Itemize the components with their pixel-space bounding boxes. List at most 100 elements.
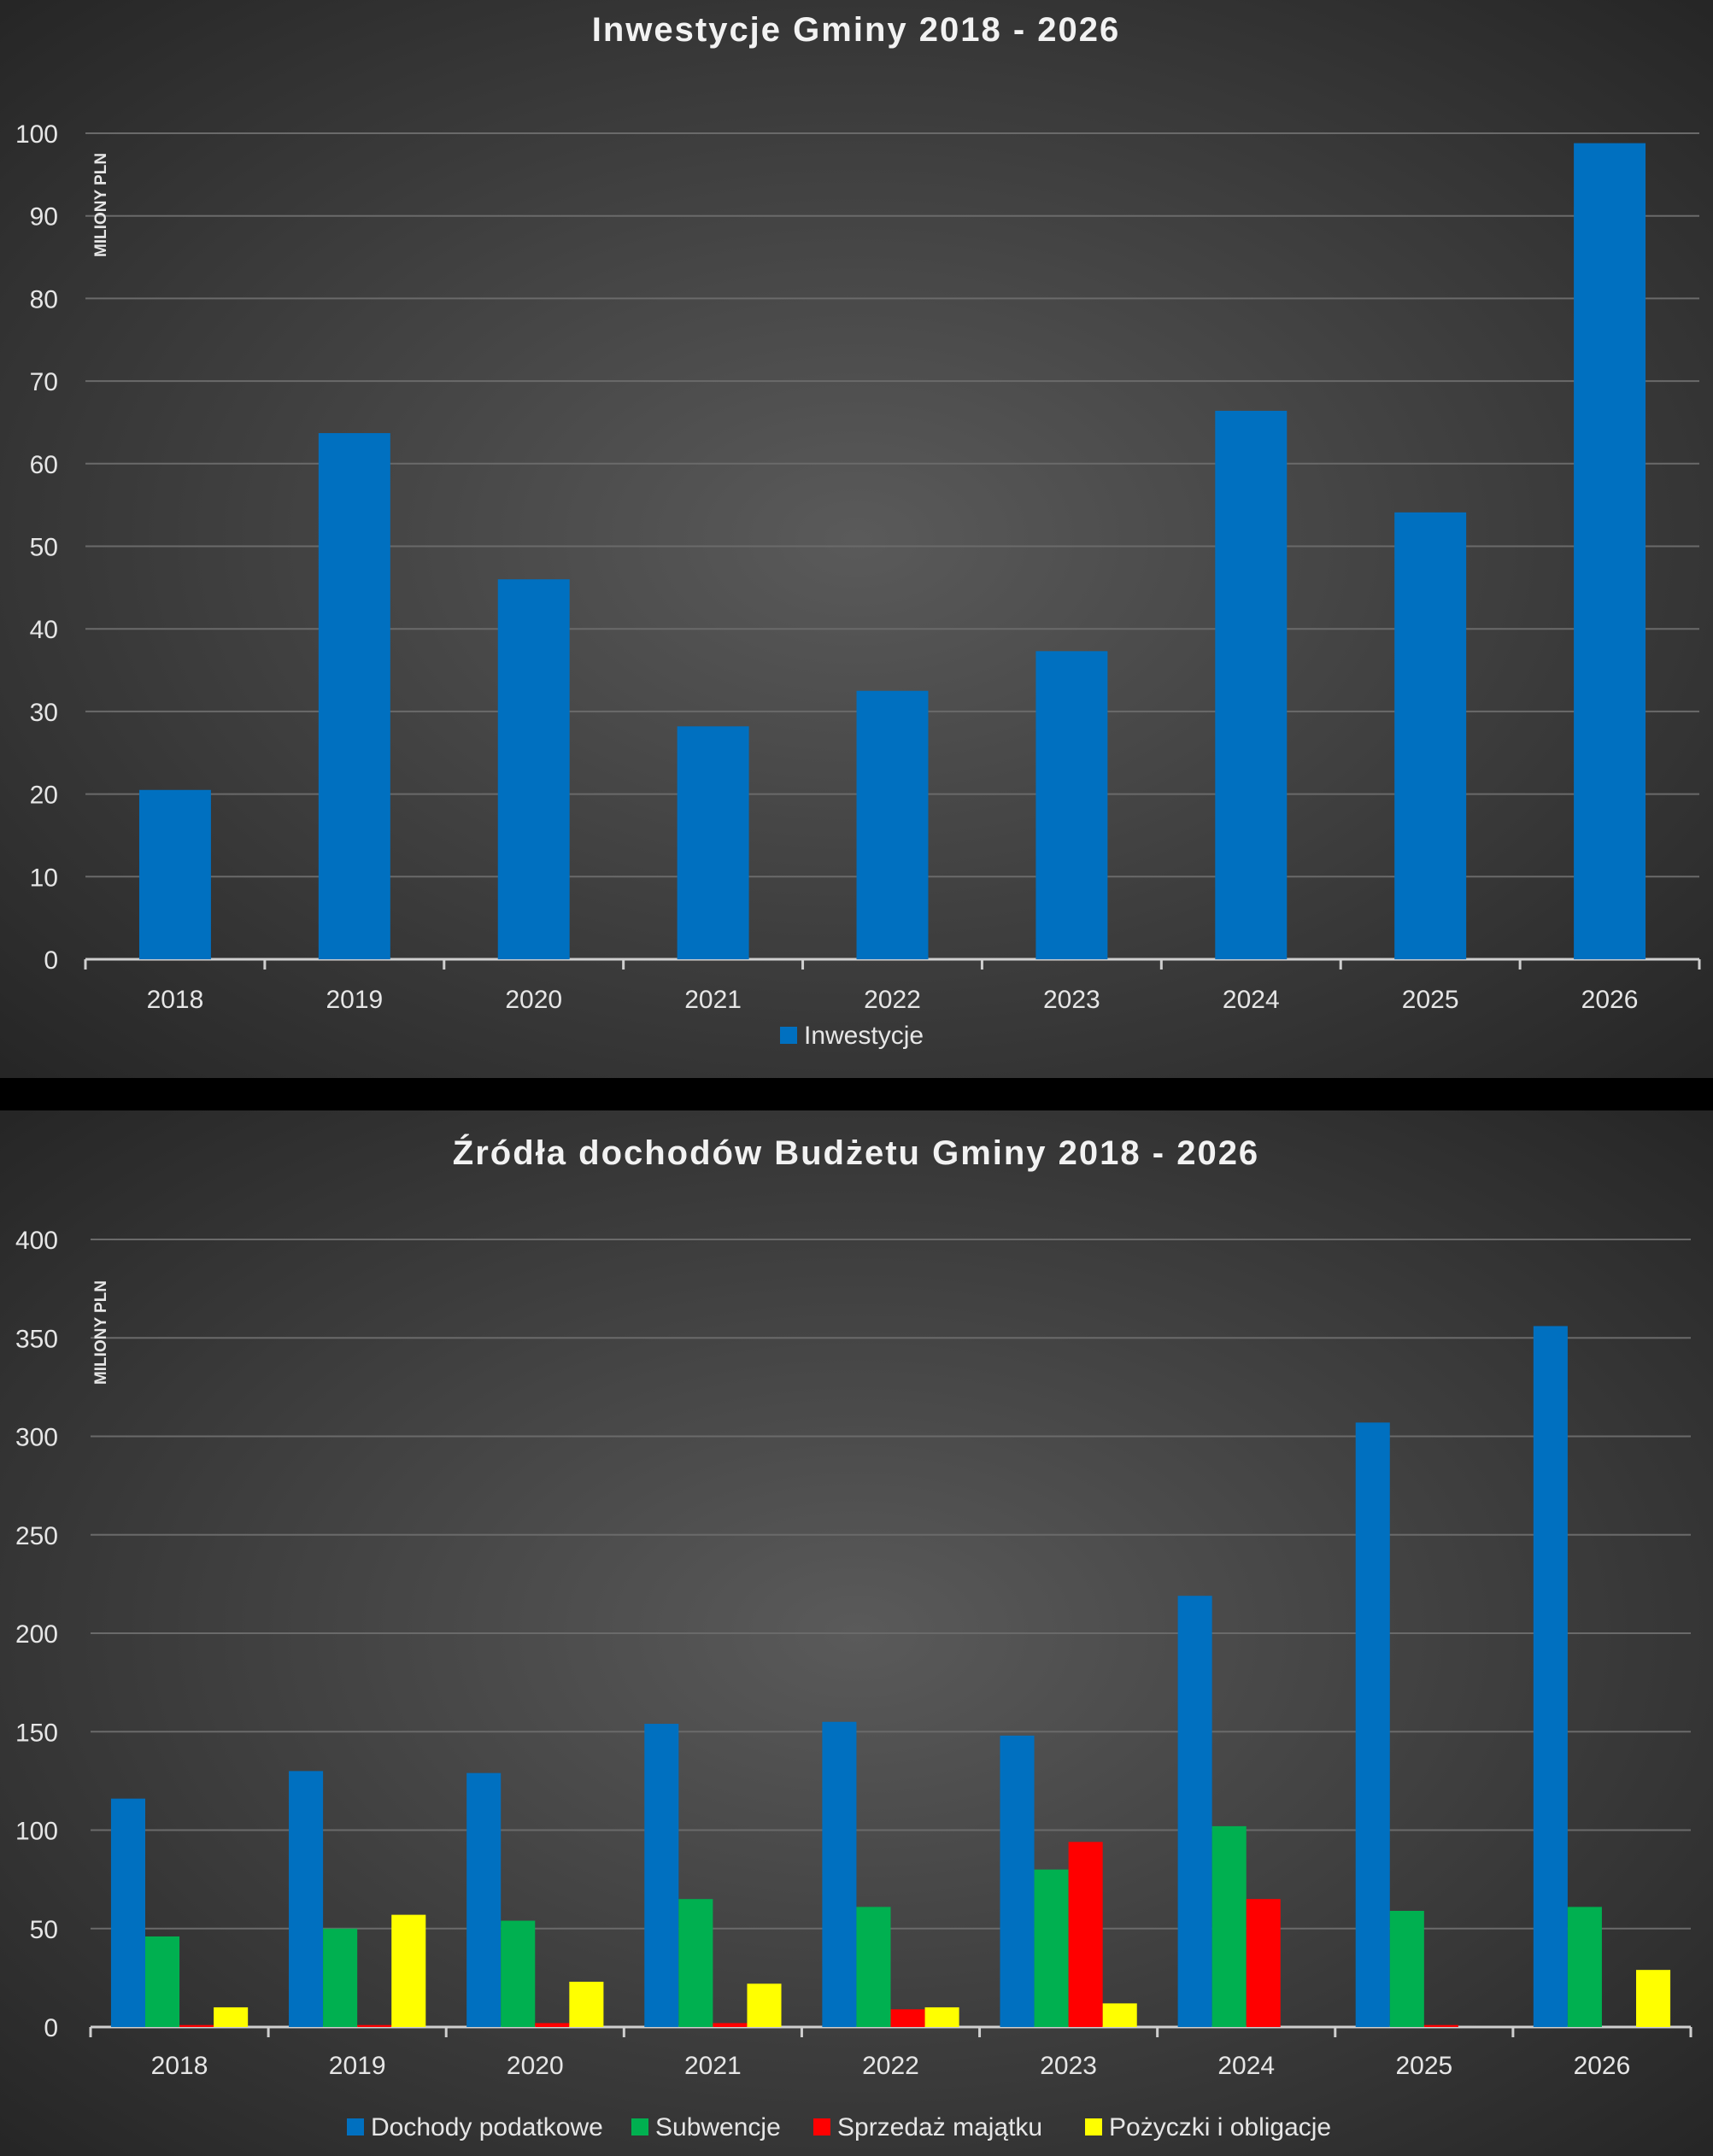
bar-inwestycje-2020 bbox=[497, 579, 570, 959]
bar-dochody-podatkowe-2025 bbox=[1355, 1422, 1390, 2027]
bar-sprzeda-maj-tku-2025 bbox=[1423, 2024, 1458, 2027]
bar-po-yczki-i-obligacje-2021 bbox=[747, 1983, 782, 2027]
bar-dochody-podatkowe-2018 bbox=[110, 1798, 145, 2027]
x-tick-label: 2026 bbox=[1574, 2052, 1631, 2080]
x-tick-label: 2019 bbox=[326, 986, 383, 1014]
y-tick-label: 350 bbox=[15, 1325, 58, 1353]
bar-po-yczki-i-obligacje-2020 bbox=[569, 1981, 604, 2027]
revenue-sources-chart: Źródła dochodów Budżetu Gminy 2018 - 202… bbox=[0, 1110, 1713, 2156]
bar-subwencje-2019 bbox=[323, 1928, 358, 2027]
y-tick-label: 250 bbox=[15, 1522, 58, 1550]
bar-sprzeda-maj-tku-2019 bbox=[357, 2024, 392, 2027]
bar-inwestycje-2022 bbox=[856, 690, 929, 959]
y-tick-label: 150 bbox=[15, 1719, 58, 1747]
x-tick-label: 2024 bbox=[1217, 2052, 1275, 2080]
x-tick-label: 2025 bbox=[1402, 986, 1459, 1014]
x-tick-label: 2021 bbox=[684, 2052, 742, 2080]
y-tick-label: 400 bbox=[15, 1227, 58, 1255]
bar-subwencje-2021 bbox=[678, 1899, 713, 2027]
legend-label: Pożyczki i obligacje bbox=[1109, 2113, 1331, 2141]
x-tick-label: 2021 bbox=[684, 986, 742, 1014]
bar-dochody-podatkowe-2021 bbox=[644, 1724, 679, 2027]
y-tick-label: 30 bbox=[30, 699, 58, 727]
x-tick-label: 2023 bbox=[1043, 986, 1100, 1014]
x-tick-label: 2019 bbox=[329, 2052, 386, 2080]
y-tick-label: 100 bbox=[15, 1818, 58, 1846]
bar-po-yczki-i-obligacje-2026 bbox=[1636, 1970, 1671, 2027]
legend-label: Dochody podatkowe bbox=[371, 2113, 603, 2141]
bar-inwestycje-2026 bbox=[1574, 143, 1646, 959]
x-tick-label: 2025 bbox=[1395, 2052, 1452, 2080]
x-tick-label: 2018 bbox=[147, 986, 204, 1014]
y-tick-label: 20 bbox=[30, 782, 58, 810]
bar-subwencje-2018 bbox=[144, 1936, 180, 2027]
x-tick-label: 2020 bbox=[505, 986, 562, 1014]
legend-item: Dochody podatkowe bbox=[347, 2113, 603, 2141]
bar-sprzeda-maj-tku-2022 bbox=[890, 2009, 925, 2027]
legend-label: Subwencje bbox=[655, 2113, 781, 2141]
legend: Dochody podatkowe Subwencje Sprzedaż mająt… bbox=[347, 2113, 1331, 2141]
y-tick-label: 10 bbox=[30, 864, 58, 892]
bar-sprzeda-maj-tku-2020 bbox=[535, 2023, 570, 2027]
bar-po-yczki-i-obligacje-2018 bbox=[214, 2007, 249, 2027]
investments-chart: Inwestycje Gminy 2018 - 2026 0 10 20 30 40 50 6… bbox=[0, 0, 1713, 1078]
x-tick-label: 2023 bbox=[1040, 2052, 1097, 2080]
chart-title: Źródła dochodów Budżetu Gminy 2018 - 202… bbox=[453, 1134, 1259, 1172]
y-tick-label: 0 bbox=[44, 2014, 58, 2042]
x-tick-label: 2020 bbox=[507, 2052, 564, 2080]
y-tick-label: 90 bbox=[30, 203, 58, 231]
y-tick-label: 70 bbox=[30, 368, 58, 396]
y-tick-label: 80 bbox=[30, 285, 58, 313]
legend-label: Sprzedaż majątku bbox=[837, 2113, 1042, 2141]
legend-label: Inwestycje bbox=[804, 1022, 924, 1050]
bar-dochody-podatkowe-2022 bbox=[822, 1721, 857, 2027]
bar-dochody-podatkowe-2023 bbox=[1000, 1735, 1035, 2027]
y-tick-label: 100 bbox=[15, 120, 58, 149]
bar-subwencje-2023 bbox=[1034, 1869, 1069, 2027]
separator bbox=[0, 1078, 1713, 1110]
bar-sprzeda-maj-tku-2024 bbox=[1246, 1899, 1281, 2027]
bar-inwestycje-2024 bbox=[1215, 410, 1288, 959]
legend-item: Inwestycje bbox=[780, 1022, 924, 1050]
bar-po-yczki-i-obligacje-2019 bbox=[391, 1914, 426, 2027]
legend: Inwestycje bbox=[780, 1022, 924, 1050]
legend-swatch bbox=[780, 1027, 797, 1044]
bar-subwencje-2024 bbox=[1211, 1825, 1247, 2027]
bar-subwencje-2026 bbox=[1567, 1907, 1602, 2027]
bar-subwencje-2025 bbox=[1389, 1911, 1424, 2027]
legend-swatch bbox=[347, 2118, 364, 2135]
x-tick-label: 2022 bbox=[864, 986, 921, 1014]
bar-inwestycje-2021 bbox=[677, 726, 749, 959]
bar-subwencje-2022 bbox=[856, 1907, 891, 2027]
bar-sprzeda-maj-tku-2021 bbox=[713, 2023, 748, 2027]
bar-inwestycje-2023 bbox=[1035, 651, 1108, 959]
x-tick-label: 2018 bbox=[151, 2052, 208, 2080]
legend-swatch bbox=[631, 2118, 648, 2135]
bar-sprzeda-maj-tku-2023 bbox=[1068, 1842, 1103, 2027]
bar-dochody-podatkowe-2026 bbox=[1533, 1326, 1568, 2027]
y-tick-label: 200 bbox=[15, 1620, 58, 1649]
y-tick-label: 60 bbox=[30, 451, 58, 479]
x-tick-label: 2026 bbox=[1581, 986, 1639, 1014]
bar-sprzeda-maj-tku-2018 bbox=[179, 2024, 214, 2027]
y-tick-label: 300 bbox=[15, 1424, 58, 1452]
legend-item: Subwencje bbox=[631, 2113, 781, 2141]
legend-item: Pożyczki i obligacje bbox=[1085, 2113, 1331, 2141]
y-tick-label: 0 bbox=[44, 946, 58, 975]
y-tick-label: 40 bbox=[30, 616, 58, 644]
y-axis-label: MILIONY PLN bbox=[92, 1280, 110, 1385]
bar-dochody-podatkowe-2019 bbox=[289, 1771, 324, 2027]
bar-inwestycje-2025 bbox=[1394, 512, 1467, 959]
chart-title: Inwestycje Gminy 2018 - 2026 bbox=[592, 11, 1121, 49]
legend-item: Sprzedaż majątku bbox=[813, 2113, 1042, 2141]
y-axis-label: MILIONY PLN bbox=[92, 153, 110, 257]
bar-po-yczki-i-obligacje-2023 bbox=[1102, 2003, 1137, 2027]
bar-inwestycje-2018 bbox=[138, 789, 211, 959]
legend-swatch bbox=[813, 2118, 830, 2135]
x-tick-label: 2024 bbox=[1223, 986, 1280, 1014]
bar-inwestycje-2019 bbox=[318, 433, 390, 959]
y-tick-label: 50 bbox=[30, 534, 58, 562]
y-tick-label: 50 bbox=[30, 1916, 58, 1944]
bar-dochody-podatkowe-2020 bbox=[466, 1772, 502, 2027]
